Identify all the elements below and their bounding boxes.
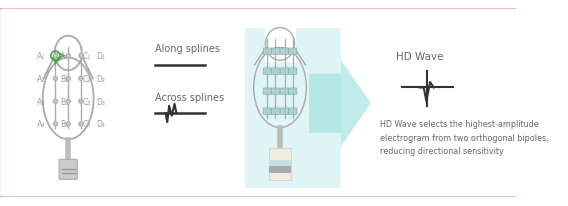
Circle shape — [53, 100, 57, 104]
Text: C₄: C₄ — [82, 120, 90, 129]
Circle shape — [66, 100, 70, 104]
Circle shape — [66, 54, 70, 58]
FancyBboxPatch shape — [263, 108, 272, 115]
FancyBboxPatch shape — [272, 89, 279, 95]
FancyBboxPatch shape — [289, 49, 297, 55]
Text: HD Wave: HD Wave — [396, 52, 444, 61]
Text: B₄: B₄ — [60, 120, 69, 129]
FancyBboxPatch shape — [272, 49, 279, 55]
Text: B₂: B₂ — [60, 75, 69, 83]
FancyBboxPatch shape — [281, 89, 289, 95]
Circle shape — [79, 122, 83, 126]
Text: C₂: C₂ — [82, 75, 90, 83]
Text: D₁: D₁ — [97, 52, 105, 61]
Circle shape — [79, 77, 83, 81]
Text: HD Wave selects the highest-amplitude
electrogram from two orthogonal bipoles,
r: HD Wave selects the highest-amplitude el… — [380, 120, 549, 155]
FancyBboxPatch shape — [281, 108, 289, 115]
Text: A₂: A₂ — [37, 75, 45, 83]
Circle shape — [79, 54, 83, 58]
Text: A₃: A₃ — [37, 97, 45, 106]
FancyBboxPatch shape — [263, 69, 272, 75]
FancyBboxPatch shape — [272, 69, 279, 75]
FancyBboxPatch shape — [0, 8, 517, 198]
Circle shape — [53, 122, 57, 126]
Text: D₃: D₃ — [97, 97, 106, 106]
Polygon shape — [309, 61, 371, 147]
Text: C₁: C₁ — [82, 52, 90, 61]
Circle shape — [66, 122, 70, 126]
FancyBboxPatch shape — [269, 149, 291, 180]
FancyBboxPatch shape — [289, 108, 297, 115]
Circle shape — [79, 100, 83, 104]
FancyBboxPatch shape — [281, 69, 289, 75]
FancyBboxPatch shape — [263, 89, 272, 95]
FancyBboxPatch shape — [269, 160, 291, 166]
FancyBboxPatch shape — [245, 29, 341, 188]
FancyBboxPatch shape — [59, 160, 77, 179]
Text: Along splines: Along splines — [154, 44, 220, 54]
Text: D₄: D₄ — [97, 120, 105, 129]
FancyBboxPatch shape — [289, 89, 297, 95]
Circle shape — [53, 54, 57, 58]
Text: Across splines: Across splines — [154, 92, 224, 102]
FancyBboxPatch shape — [269, 166, 291, 173]
FancyBboxPatch shape — [272, 108, 279, 115]
FancyBboxPatch shape — [263, 49, 272, 55]
FancyBboxPatch shape — [281, 49, 289, 55]
Text: D₂: D₂ — [97, 75, 106, 83]
Text: C₃: C₃ — [82, 97, 90, 106]
Circle shape — [66, 77, 70, 81]
Circle shape — [53, 77, 57, 81]
Text: A₁: A₁ — [37, 52, 45, 61]
FancyBboxPatch shape — [289, 69, 297, 75]
Text: A₁: A₁ — [60, 52, 69, 61]
Text: B₃: B₃ — [60, 97, 69, 106]
Text: A₄: A₄ — [37, 120, 45, 129]
